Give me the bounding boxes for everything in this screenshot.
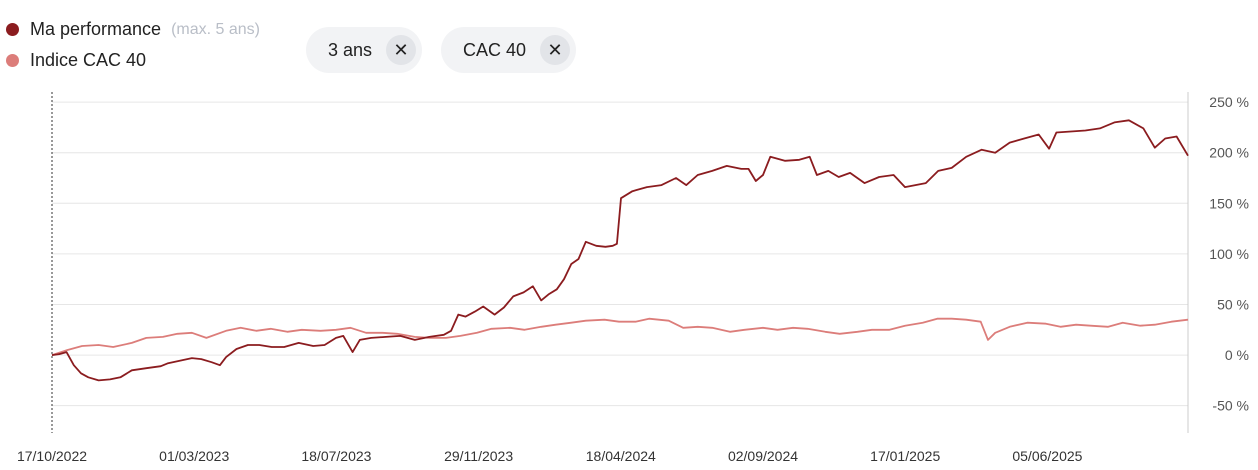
x-tick-label: 05/06/2025 (1012, 448, 1082, 464)
series-line-cac40 (51, 317, 1189, 356)
y-tick-label: 0 % (1225, 347, 1249, 363)
legend-item-ma-performance[interactable]: Ma performance (max. 5 ans) (6, 14, 260, 45)
legend-dot-ma-performance (6, 23, 19, 36)
chart-legend: Ma performance (max. 5 ans) Indice CAC 4… (6, 14, 260, 76)
x-tick-label: 01/03/2023 (159, 448, 229, 464)
x-tick-label: 18/07/2023 (301, 448, 371, 464)
x-tick-label: 02/09/2024 (728, 448, 798, 464)
filter-chip-period-label: 3 ans (328, 39, 373, 60)
legend-dot-cac40 (6, 54, 19, 67)
y-tick-label: -50 % (1212, 398, 1249, 414)
y-tick-label: 200 % (1209, 145, 1249, 161)
close-icon[interactable]: ✕ (386, 35, 417, 65)
x-tick-label: 18/04/2024 (586, 448, 656, 464)
legend-label-cac40: Indice CAC 40 (30, 50, 147, 70)
legend-label-ma-performance: Ma performance (30, 19, 162, 39)
x-tick-label: 17/01/2025 (870, 448, 940, 464)
legend-note-max-5-ans: (max. 5 ans) (171, 20, 260, 38)
y-tick-label: 150 % (1209, 195, 1249, 211)
legend-item-cac40[interactable]: Indice CAC 40 (6, 45, 260, 76)
filter-chip-index-label: CAC 40 (463, 39, 527, 60)
x-tick-label: 29/11/2023 (444, 448, 513, 464)
series-line-ma-performance (51, 119, 1189, 382)
close-icon[interactable]: ✕ (540, 35, 571, 65)
filter-chip-period[interactable]: 3 ans ✕ (306, 27, 423, 73)
y-tick-label: 100 % (1209, 246, 1249, 262)
y-tick-label: 50 % (1217, 296, 1249, 312)
y-tick-label: 250 % (1209, 94, 1249, 110)
x-tick-label: 17/10/2022 (17, 448, 87, 464)
filter-chip-index[interactable]: CAC 40 ✕ (441, 27, 577, 73)
